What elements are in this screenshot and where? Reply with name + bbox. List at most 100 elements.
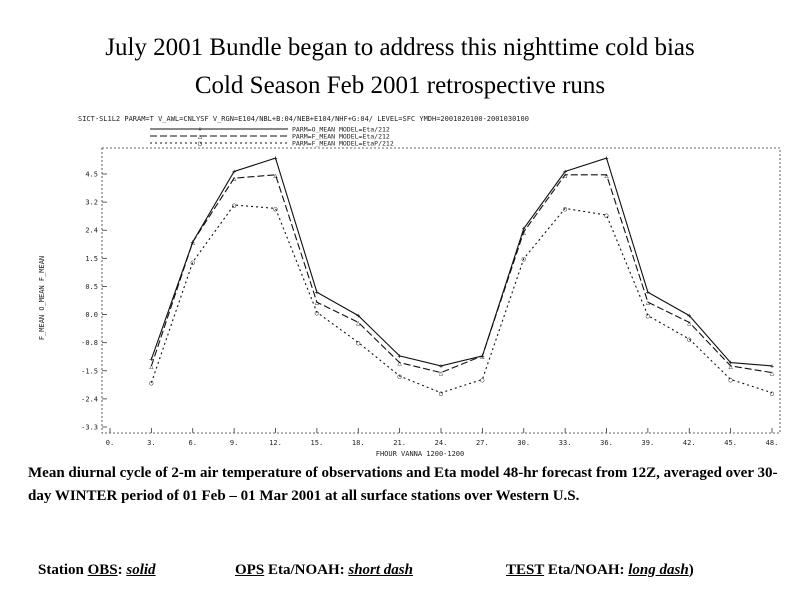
y-tick-label: -1.5 xyxy=(81,367,98,375)
y-tick-label: -3.3 xyxy=(81,424,98,432)
data-point: ○ xyxy=(563,205,567,213)
x-tick-label: 39. xyxy=(642,439,655,447)
slide-title-line2: Cold Season Feb 2001 retrospective runs xyxy=(194,72,606,99)
data-point: △ xyxy=(149,362,154,370)
legend-marker: ○ xyxy=(198,140,202,148)
chart-header: SICT-SL1L2 PARAM=T V_AWL=CNLYSF V_RGN=E1… xyxy=(78,115,529,123)
x-tick-label: 3. xyxy=(147,439,155,447)
y-tick-label: 1.5 xyxy=(85,255,98,263)
chart-background xyxy=(30,108,790,460)
diurnal-temperature-chart: SICT-SL1L2 PARAM=T V_AWL=CNLYSF V_RGN=E1… xyxy=(30,108,790,460)
legend-ops-label: Eta/NOAH: xyxy=(267,562,345,578)
data-point: ○ xyxy=(729,376,733,384)
data-point: ○ xyxy=(315,309,319,317)
legend-marker: + xyxy=(198,126,202,134)
legend-test-close: ) xyxy=(688,562,694,578)
y-tick-label: 3.2 xyxy=(85,199,98,207)
x-tick-label: 42. xyxy=(683,439,696,447)
y-axis-ticks: 4.5 3.2 2.4 1.5 0.5 0.0 -0.8 -1.5 -2.4 -3.3 xyxy=(81,171,107,432)
x-tick-label: 36. xyxy=(600,439,613,447)
series-line xyxy=(150,174,773,374)
legend-ops-style: short dash xyxy=(348,562,413,578)
data-point: ○ xyxy=(522,255,526,263)
data-point: △ xyxy=(770,369,775,377)
x-axis-label: FHOUR VANNA 1200-1200 xyxy=(376,450,465,458)
data-point: + xyxy=(439,362,443,370)
data-point: + xyxy=(273,155,277,163)
data-point: + xyxy=(315,289,319,297)
legend-ops-key: OPS xyxy=(235,562,265,578)
data-point: + xyxy=(232,168,236,176)
data-point: △ xyxy=(191,238,196,246)
legend-entry-label: PARM=O_MEAN MODEL=Eta/212 xyxy=(292,126,390,134)
data-point: ○ xyxy=(232,202,236,210)
legend-entry-label: PARM=F_MEAN MODEL=EtaP/212 xyxy=(292,140,394,148)
data-point: △ xyxy=(356,319,361,327)
data-point: ○ xyxy=(480,376,484,384)
data-point: + xyxy=(398,352,402,360)
data-point: ○ xyxy=(604,212,608,220)
x-tick-label: 6. xyxy=(189,439,197,447)
data-point: ○ xyxy=(687,336,691,344)
y-tick-label: 0.0 xyxy=(85,311,98,319)
data-point: ○ xyxy=(273,205,277,213)
legend-obs-key: OBS xyxy=(87,562,118,578)
data-point: △ xyxy=(604,171,609,179)
legend-obs-label: Station xyxy=(38,562,84,578)
data-point: ○ xyxy=(356,339,360,347)
x-tick-label: 18. xyxy=(352,439,365,447)
data-point: + xyxy=(729,359,733,367)
series-line xyxy=(150,157,773,367)
y-axis-label: F_MEAN O_MEAN F_MEAN xyxy=(38,256,46,340)
data-point: △ xyxy=(398,359,403,367)
y-tick-label: 2.4 xyxy=(85,227,98,235)
legend-obs: Station OBS: solid xyxy=(38,562,156,579)
data-point: + xyxy=(646,289,650,297)
data-point: + xyxy=(356,312,360,320)
data-point: + xyxy=(687,312,691,320)
data-point: + xyxy=(149,356,153,364)
legend-obs-style: solid xyxy=(126,562,156,578)
data-point: ○ xyxy=(149,379,153,387)
legend-obs-sep: : xyxy=(117,562,123,578)
data-point: △ xyxy=(480,352,485,360)
x-tick-label: 12. xyxy=(269,439,282,447)
data-point: △ xyxy=(232,175,237,183)
legend-test-label: Eta/NOAH: xyxy=(547,562,625,578)
legend-marker: △ xyxy=(198,133,203,141)
x-tick-label: 9. xyxy=(230,439,238,447)
chart-series: +++++++++++++++ +△△△ △△△△△△△△ △△△△△○○○ ○○○○○… xyxy=(149,155,775,398)
x-tick-label: 30. xyxy=(517,439,530,447)
data-point: ○ xyxy=(439,389,443,397)
x-tick-label: 24. xyxy=(435,439,448,447)
legend-entry-label: PARM=F_MEAN MODEL=Eta/212 xyxy=(292,133,390,141)
y-tick-label: -2.4 xyxy=(81,395,98,403)
data-point: △ xyxy=(315,299,320,307)
legend-test-style: long dash xyxy=(628,562,689,578)
x-tick-label: 15. xyxy=(311,439,324,447)
data-point: + xyxy=(563,168,567,176)
data-point: △ xyxy=(729,362,734,370)
legend-test-key: TEST xyxy=(506,562,545,578)
x-tick-label: 0. xyxy=(106,439,114,447)
data-point: ○ xyxy=(191,259,195,267)
x-tick-label: 48. xyxy=(766,439,779,447)
data-point: △ xyxy=(522,228,527,236)
legend-test: TEST Eta/NOAH: long dash) xyxy=(506,562,694,579)
data-point: △ xyxy=(563,171,568,179)
data-point: △ xyxy=(646,299,651,307)
x-tick-label: 27. xyxy=(476,439,489,447)
x-tick-label: 33. xyxy=(559,439,572,447)
data-point: + xyxy=(770,362,774,370)
y-tick-label: -0.8 xyxy=(81,339,98,347)
figure-caption: Mean diurnal cycle of 2-m air temperatur… xyxy=(28,465,778,504)
data-point: ○ xyxy=(770,389,774,397)
y-tick-label: 4.5 xyxy=(85,171,98,179)
x-tick-label: 21. xyxy=(393,439,406,447)
data-point: + xyxy=(522,225,526,233)
x-tick-label: 45. xyxy=(724,439,737,447)
slide-title-line1: July 2001 Bundle began to address this n… xyxy=(105,34,695,61)
x-axis-ticks: 0. 3. 6. 9. 12. 15. 18. 21. 24. 27. 30. 33. 36. 39. 42… xyxy=(106,428,779,447)
legend-ops: OPS Eta/NOAH: short dash xyxy=(235,562,413,579)
series-line xyxy=(150,204,773,394)
